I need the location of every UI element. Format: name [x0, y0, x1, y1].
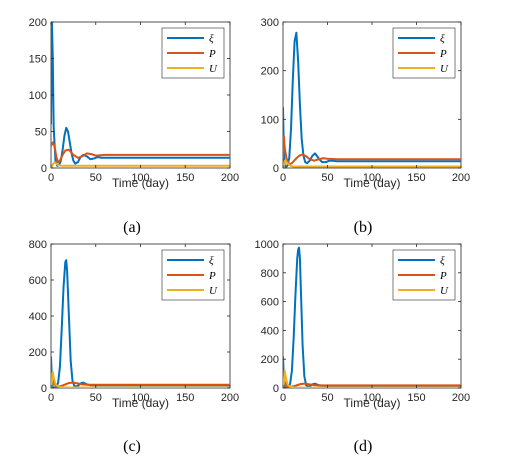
x-tick-label: 0: [280, 392, 286, 404]
legend-label-xi: ξ: [440, 33, 445, 45]
x-tick-label: 150: [176, 392, 194, 404]
legend-label-u: U: [440, 63, 449, 75]
x-tick-label: 200: [452, 172, 470, 184]
y-tick-label: 0: [41, 163, 47, 175]
series-line-p: [51, 141, 230, 164]
y-tick-label: 200: [261, 66, 279, 78]
legend-label-p: P: [439, 270, 447, 282]
plot-panel-d: 0 50 100 150 200 0 200 400 600 800 1000 Time (day) (…: [255, 239, 471, 455]
y-tick-label: 800: [261, 268, 279, 280]
legend: ξPU: [392, 249, 456, 301]
series-line-u: [283, 159, 461, 168]
series-line-p: [283, 135, 461, 166]
y-tick-label: 800: [29, 239, 47, 251]
y-tick-label: 50: [35, 127, 47, 139]
legend-label-u: U: [440, 285, 449, 297]
x-axis-label: Time (day): [112, 396, 169, 410]
y-tick-label: 400: [261, 325, 279, 337]
x-tick-label: 100: [131, 172, 149, 184]
panel-caption: (c): [123, 438, 141, 455]
legend: ξPU: [161, 27, 225, 79]
x-axis-label: Time (day): [344, 176, 401, 190]
x-tick-label: 100: [363, 392, 381, 404]
y-tick-label: 1000: [255, 239, 279, 251]
legend-label-xi: ξ: [440, 255, 445, 267]
plot-panel-c: 0 50 100 150 200 0 200 400 600 800 Time (day) (c) ξP…: [29, 239, 240, 455]
legend-label-u: U: [209, 63, 218, 75]
y-tick-label: 600: [29, 275, 47, 287]
x-tick-label: 150: [407, 172, 425, 184]
y-tick-label: 300: [261, 17, 279, 29]
x-axis-label: Time (day): [112, 176, 169, 190]
x-tick-label: 100: [131, 392, 149, 404]
legend-label-xi: ξ: [209, 255, 214, 267]
panel-caption: (b): [354, 219, 373, 236]
series-line-xi: [283, 31, 461, 168]
legend: ξPU: [161, 249, 225, 301]
x-tick-label: 200: [221, 392, 239, 404]
x-tick-label: 50: [90, 392, 102, 404]
y-tick-label: 600: [261, 297, 279, 309]
y-tick-label: 200: [29, 347, 47, 359]
y-tick-label: 200: [261, 354, 279, 366]
x-tick-label: 0: [48, 172, 54, 184]
x-tick-label: 150: [176, 172, 194, 184]
panel-caption: (d): [354, 438, 373, 455]
plot-panel-a: 0 50 100 150 200 0 50 100 150 200 Time (day) (a) ξPU: [29, 17, 240, 236]
plot-panel-b: 0 50 100 150 200 0 100 200 300 Time (day) (b) ξPU: [261, 17, 471, 236]
legend-label-xi: ξ: [209, 33, 214, 45]
legend-label-u: U: [209, 285, 218, 297]
x-axis-label: Time (day): [344, 396, 401, 410]
y-tick-label: 0: [41, 383, 47, 395]
y-tick-label: 0: [273, 383, 279, 395]
y-tick-label: 100: [29, 90, 47, 102]
series-line-u: [51, 161, 230, 168]
x-tick-label: 50: [321, 392, 333, 404]
x-tick-label: 0: [48, 392, 54, 404]
x-tick-label: 50: [321, 172, 333, 184]
y-tick-label: 400: [29, 311, 47, 323]
panel-caption: (a): [123, 219, 141, 236]
x-tick-label: 150: [407, 392, 425, 404]
legend-label-p: P: [208, 48, 216, 60]
x-tick-label: 200: [221, 172, 239, 184]
series-line-p: [283, 378, 461, 388]
x-tick-label: 0: [280, 172, 286, 184]
legend-label-p: P: [439, 48, 447, 60]
y-tick-label: 0: [273, 163, 279, 175]
legend: ξPU: [392, 27, 456, 79]
legend-label-p: P: [208, 270, 216, 282]
x-tick-label: 50: [90, 172, 102, 184]
x-tick-label: 200: [452, 392, 470, 404]
y-tick-label: 150: [29, 54, 47, 66]
y-tick-label: 200: [29, 17, 47, 29]
x-tick-label: 100: [363, 172, 381, 184]
y-tick-label: 100: [261, 114, 279, 126]
